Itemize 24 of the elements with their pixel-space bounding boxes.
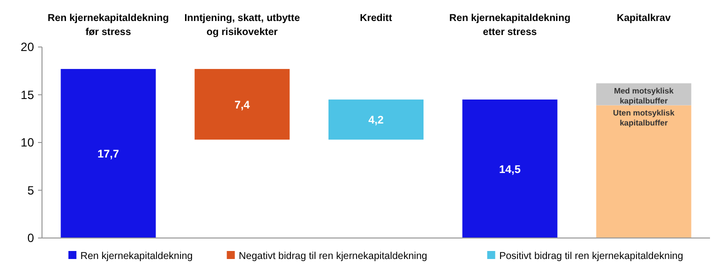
legend-label: Positivt bidrag til ren kjernekapitaldekning <box>499 251 684 262</box>
data-label: 14,5 <box>499 164 521 176</box>
annotation: Med motsyklisk kapitalbuffer <box>614 86 674 106</box>
data-label: 17,7 <box>98 148 119 160</box>
bar <box>194 68 290 140</box>
y-tick-label: 5 <box>27 183 34 198</box>
bar <box>462 100 558 238</box>
bar <box>596 105 692 238</box>
y-tick-label: 20 <box>20 40 34 54</box>
x-tick-label: Ren kjernekapitaldekning etter stress <box>449 13 570 38</box>
legend-label: Negativt bidrag til ren kjernekapitaldekning <box>238 251 428 262</box>
x-tick-label: Kapitalkrav <box>616 13 672 24</box>
annotation: Uten motsyklisk kapitalbuffer <box>613 108 675 128</box>
y-tick-label: 0 <box>27 231 34 245</box>
x-tick-label: Ren kjernekapitaldekning før stress <box>48 13 169 38</box>
data-label: 7,4 <box>234 99 251 112</box>
y-tick-label: 15 <box>20 88 34 102</box>
bar <box>60 68 156 238</box>
legend-label: Ren kjernekapitaldekning <box>80 251 193 262</box>
x-tick-label: Inntjening, skatt, utbytte og risikovekter <box>184 13 300 38</box>
data-label: 4,2 <box>368 114 384 127</box>
x-tick-label: Kreditt <box>360 13 393 24</box>
bar <box>328 100 424 140</box>
y-tick-label: 10 <box>20 136 34 150</box>
